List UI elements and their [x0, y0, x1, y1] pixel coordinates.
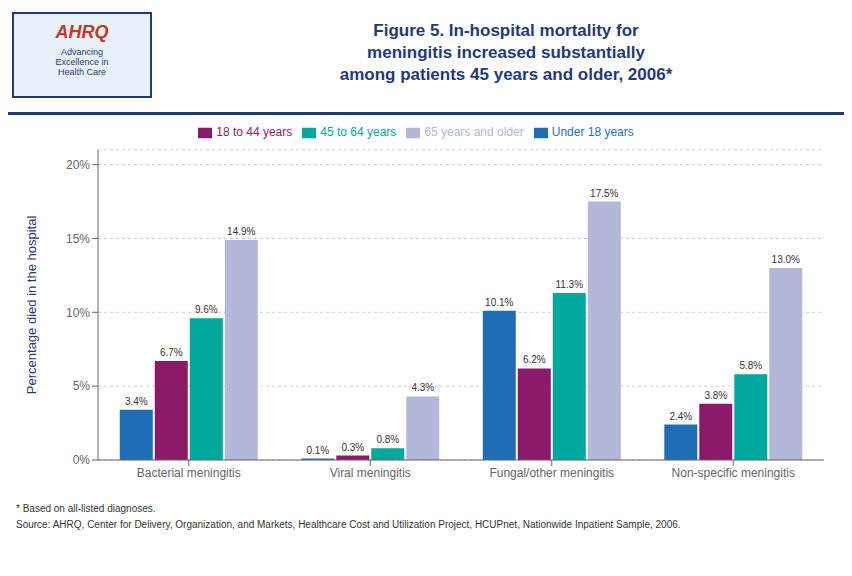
- html-text:Advancing Excellence in Health: Advancing Excellence in Health Care: [55, 47, 109, 77]
- svg-text:5.8%: 5.8%: [739, 360, 762, 371]
- svg-text:3.4%: 3.4%: [125, 396, 148, 407]
- html-text:18 to 44 years: 18 to 44 years: [216, 125, 293, 139]
- svg-text:14.9%: 14.9%: [227, 226, 255, 237]
- svg-text:13.0%: 13.0%: [772, 254, 800, 265]
- html-text:Source: AHRQ, Center for Deliv: Source: AHRQ, Center for Delivery, Organ…: [16, 519, 681, 530]
- svg-text:0%: 0%: [73, 453, 91, 467]
- svg-text:0.3%: 0.3%: [341, 442, 364, 453]
- svg-text:6.7%: 6.7%: [160, 347, 183, 358]
- svg-text:10%: 10%: [66, 306, 90, 320]
- html-text:AHRQ: AHRQ: [55, 22, 109, 42]
- svg-text:9.6%: 9.6%: [195, 304, 218, 315]
- html-text:45 to 64 years: 45 to 64 years: [320, 125, 397, 139]
- svg-text:5%: 5%: [73, 379, 91, 393]
- html-text:Under 18 years: Under 18 years: [551, 125, 634, 139]
- svg-text:2.4%: 2.4%: [669, 411, 692, 422]
- svg-text:0.8%: 0.8%: [376, 434, 399, 445]
- svg-text:4.3%: 4.3%: [411, 382, 434, 393]
- svg-text:3.8%: 3.8%: [704, 390, 727, 401]
- svg-text:6.2%: 6.2%: [523, 354, 546, 365]
- svg-text:20%: 20%: [66, 158, 90, 172]
- svg-text:Bacterial meningitis: Bacterial meningitis: [137, 466, 241, 480]
- svg-text:17.5%: 17.5%: [590, 188, 618, 199]
- svg-text:Fungal/other meningitis: Fungal/other meningitis: [489, 466, 614, 480]
- svg-text:11.3%: 11.3%: [555, 279, 583, 290]
- svg-text:15%: 15%: [66, 232, 90, 246]
- svg-text:0.1%: 0.1%: [306, 445, 329, 456]
- html-text:65 years and older: 65 years and older: [424, 125, 524, 139]
- svg-text:Non-specific meningitis: Non-specific meningitis: [672, 466, 795, 480]
- svg-text:Viral meningitis: Viral meningitis: [330, 466, 411, 480]
- svg-text:Percentage died in the hospita: Percentage died in the hospital: [24, 216, 39, 395]
- html-text:* Based on all-listed diagnose: * Based on all-listed diagnoses.: [16, 503, 156, 514]
- html-text:Figure 5. In-hospital mortalit: Figure 5. In-hospital mortality for meni…: [339, 21, 673, 84]
- svg-text:10.1%: 10.1%: [485, 297, 513, 308]
